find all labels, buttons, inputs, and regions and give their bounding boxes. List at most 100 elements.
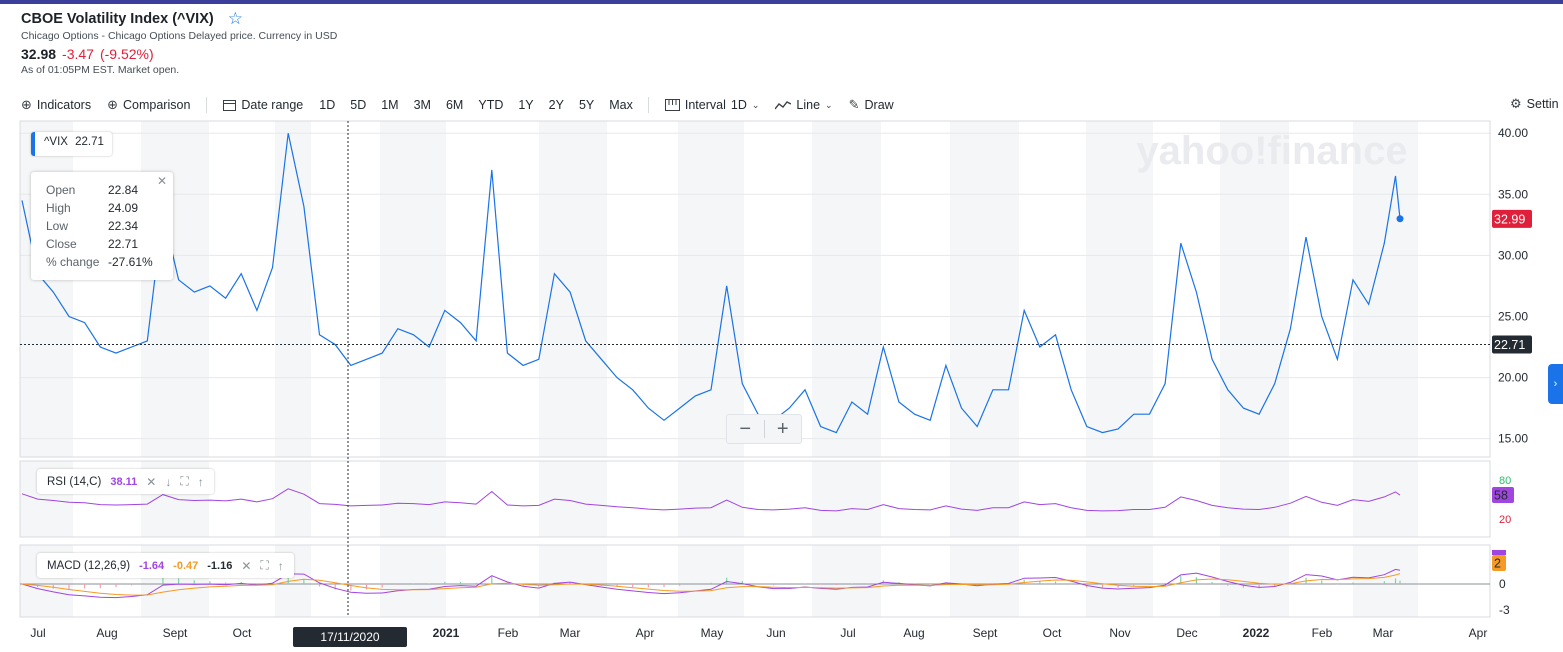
side-panel-toggle[interactable]: › [1548, 364, 1563, 404]
close-icon[interactable]: ✕ [241, 558, 252, 573]
comparison-button[interactable]: ⊕ Comparison [107, 97, 190, 113]
month-band [1220, 121, 1289, 457]
y-tick-label: 40.00 [1498, 126, 1528, 140]
close-icon[interactable]: ✕ [146, 474, 157, 489]
ohlc-row-open: Open 22.84 [46, 183, 139, 197]
indicators-label: Indicators [36, 98, 92, 112]
x-tick-label: Oct [233, 626, 252, 640]
x-tick-label: Feb [498, 626, 519, 640]
chart-toolbar: ⊕ Indicators ⊕ Comparison Date range 1D … [21, 96, 1563, 114]
quote-change-pct: (-9.52%) [99, 46, 154, 62]
period-5y[interactable]: 5Y [578, 98, 595, 112]
x-tick-label: Sept [163, 626, 188, 640]
zoom-in-button[interactable]: + [776, 418, 789, 440]
crosshair [20, 121, 1490, 617]
macd-label: MACD (12,26,9) [47, 559, 131, 572]
y-tick-label: 30.00 [1498, 248, 1528, 262]
month-band [950, 461, 1019, 537]
draw-label: Draw [864, 98, 894, 112]
draw-button[interactable]: ✎ Draw [849, 97, 894, 113]
period-3m[interactable]: 3M [413, 98, 431, 112]
watermark-logo: yahoo!finance [1136, 129, 1407, 173]
macd-line-badge [1492, 550, 1506, 555]
chevron-down-icon: ⌄ [751, 99, 760, 110]
month-band [1220, 461, 1289, 537]
quote-header: CBOE Volatility Index (^VIX) ☆ Chicago O… [21, 10, 337, 76]
chart-grid [20, 132, 1490, 440]
period-ytd[interactable]: YTD [478, 98, 504, 112]
macd-legend[interactable]: MACD (12,26,9) -1.64 -0.47 -1.16 ✕ ⛶ ↑ [37, 553, 294, 578]
ohlc-row-close: Close 22.71 [46, 237, 139, 251]
interval-dropdown[interactable]: Interval 1D ⌄ [664, 98, 760, 112]
last-point-marker [1396, 215, 1404, 223]
month-band [678, 121, 744, 457]
arrow-up-icon[interactable]: ↑ [197, 474, 204, 489]
x-tick-label: 2022 [1243, 626, 1270, 640]
y-tick-label: 35.00 [1498, 187, 1528, 201]
expand-icon[interactable]: ⛶ [260, 558, 269, 572]
x-tick-label: Oct [1043, 626, 1062, 640]
vix-series [21, 133, 1404, 434]
interval-label: Interval [684, 98, 726, 112]
month-band [1353, 545, 1418, 617]
zoom-out-button[interactable]: − [739, 418, 752, 440]
rsi-legend[interactable]: RSI (14,C) 38.11 ✕ ↓ ⛶ ↑ [37, 469, 214, 494]
last-price-badge-bg [1492, 209, 1532, 228]
x-tick-label: Aug [903, 626, 924, 640]
rsi-label: RSI (14,C) [47, 475, 102, 488]
period-max[interactable]: Max [609, 98, 633, 112]
crosshair-value-badge: 22.71 [1494, 338, 1525, 352]
x-tick-label: Feb [1312, 626, 1333, 640]
month-band [950, 545, 1019, 617]
period-1y[interactable]: 1Y [518, 98, 534, 112]
month-band [539, 121, 607, 457]
x-tick-label: Apr [1469, 626, 1488, 640]
period-1d[interactable]: 1D [319, 98, 336, 112]
arrow-down-icon[interactable]: ↓ [165, 474, 172, 489]
expand-icon[interactable]: ⛶ [180, 474, 189, 488]
comparison-label: Comparison [123, 98, 191, 112]
chevron-right-icon: › [1553, 378, 1558, 390]
line-chart-icon [775, 101, 792, 110]
month-band [812, 545, 881, 617]
indicators-button[interactable]: ⊕ Indicators [21, 97, 91, 113]
rsi-badge: 58 [1494, 489, 1508, 503]
rsi-value: 38.11 [110, 475, 138, 488]
crosshair-value-badge-bg [1492, 335, 1532, 354]
axis-badges: 32.99 22.71 58 2 [1492, 209, 1532, 571]
period-1m[interactable]: 1M [381, 98, 399, 112]
period-6m[interactable]: 6M [445, 98, 464, 112]
rsi-chart: 80 20 [21, 475, 1511, 526]
x-tick-label: Sept [973, 626, 998, 640]
star-icon[interactable]: ☆ [227, 9, 243, 28]
ohlc-tooltip: ✕ Open 22.84 High 24.09 Low 22.34 Close 22.7… [31, 172, 173, 280]
x-tick-label: Jul [840, 626, 855, 640]
period-2y[interactable]: 2Y [548, 98, 564, 112]
arrow-up-icon[interactable]: ↑ [277, 558, 284, 573]
rsi-level-20: 20 [1499, 514, 1511, 526]
rsi-line [21, 488, 1401, 512]
date-range-label: Date range [241, 98, 304, 112]
chart-type-label: Line [796, 98, 821, 112]
zoom-divider [763, 420, 765, 438]
quote-subtitle: Chicago Options - Chicago Options Delaye… [21, 30, 338, 42]
macd-badge-bg [1492, 555, 1506, 571]
macd-tick-0: 0 [1499, 577, 1506, 591]
x-tick-label: May [701, 626, 724, 640]
calendar-icon [223, 100, 237, 111]
period-5d[interactable]: 5D [350, 98, 367, 112]
date-range-button[interactable]: Date range [223, 98, 303, 112]
macd-tick-neg3: -3 [1499, 603, 1510, 617]
month-band [1086, 545, 1153, 617]
panel-frame [19, 120, 1491, 458]
pencil-icon: ✎ [848, 97, 860, 112]
y-tick-label: 20.00 [1498, 371, 1528, 385]
month-band [678, 461, 744, 537]
ohlc-row-high: High 24.09 [46, 201, 139, 215]
x-tick-label: Nov [1109, 626, 1130, 640]
settings-button[interactable]: ⚙ Settin [1510, 96, 1559, 112]
last-price-badge: 32.99 [1494, 212, 1525, 226]
chart-type-dropdown[interactable]: Line ⌄ [775, 98, 833, 112]
close-icon[interactable]: ✕ [156, 174, 167, 188]
series-legend-tag[interactable]: ^VIX 22.71 [31, 132, 112, 156]
